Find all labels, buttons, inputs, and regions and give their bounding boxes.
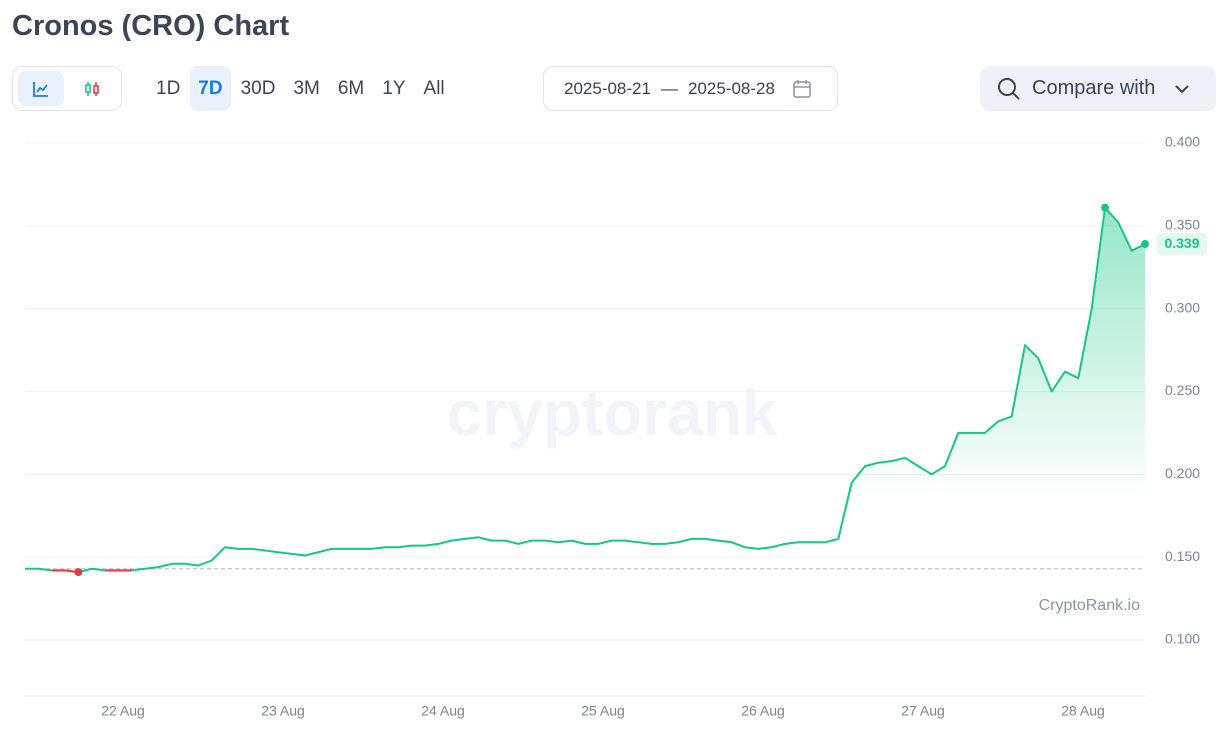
timeframe-button[interactable]: 1Y (382, 77, 406, 99)
y-tick-label: 0.350 (1165, 217, 1200, 233)
x-tick-label: 25 Aug (581, 703, 625, 719)
watermark: cryptorank (447, 377, 778, 449)
timeframe-button[interactable]: 1D (156, 77, 181, 99)
source-label: CryptoRank.io (1039, 597, 1140, 614)
timeframe-button[interactable]: 7D (190, 66, 231, 111)
x-tick-label: 24 Aug (421, 703, 465, 719)
y-tick-label: 0.150 (1165, 548, 1200, 564)
price-line (25, 206, 1146, 574)
x-tick-label: 22 Aug (101, 703, 145, 719)
date-from: 2025-08-21 (564, 78, 651, 98)
compare-label: Compare with (1032, 77, 1156, 99)
min-dot (74, 568, 83, 577)
last-dot (1141, 240, 1149, 249)
candle-chart-button[interactable] (69, 71, 115, 106)
chevron-icon (1175, 84, 1190, 93)
y-tick-label: 0.200 (1165, 465, 1200, 481)
y-tick-label: 0.400 (1165, 134, 1200, 150)
y-tick-label: 0.300 (1165, 299, 1200, 315)
page-title: Cronos (CRO) Chart (12, 10, 290, 42)
chart-type-switch (12, 66, 122, 111)
timeframe-button[interactable]: 3M (293, 77, 320, 99)
date-range[interactable]: 2025-08-21 — 2025-08-28 (543, 66, 838, 111)
last-price-box (1157, 233, 1207, 256)
timeframe-button[interactable]: All (423, 77, 445, 99)
x-tick-label: 26 Aug (741, 703, 785, 719)
last-price-label: 0.339 (1164, 235, 1199, 251)
x-tick-label: 23 Aug (261, 703, 305, 719)
y-tick-label: 0.100 (1165, 631, 1200, 647)
line-chart-button[interactable] (18, 71, 64, 106)
line-icon (33, 81, 48, 97)
date-to: 2025-08-28 (687, 78, 775, 98)
x-tick-label: 27 Aug (901, 703, 945, 719)
price-area (25, 207, 1145, 573)
candle-icon (85, 81, 99, 96)
date-separator: — (660, 78, 678, 98)
timeframe-button[interactable]: 30D (240, 77, 276, 99)
timeframe-group: 1D 7D 30D 3M 6M 1Y All (148, 66, 453, 111)
x-tick-label: 28 Aug (1061, 703, 1105, 719)
calendar-icon (793, 79, 811, 98)
compare-button[interactable]: Compare with (980, 66, 1216, 111)
max-dot (1101, 203, 1109, 212)
timeframe-button[interactable]: 6M (337, 77, 365, 99)
search-icon (998, 77, 1020, 100)
y-tick-label: 0.250 (1165, 382, 1200, 398)
